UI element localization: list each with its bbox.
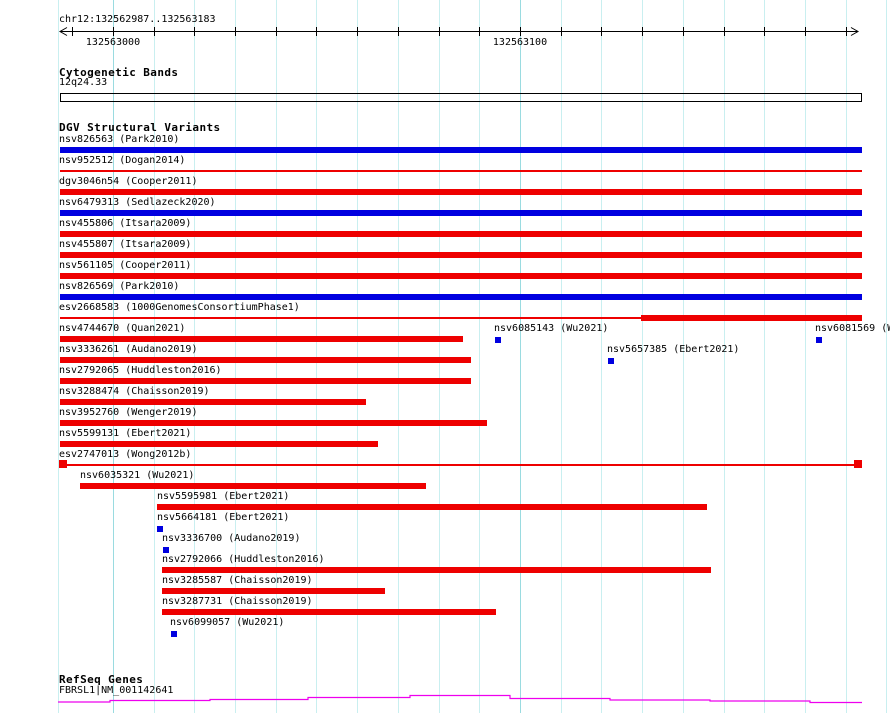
variant-label[interactable]: nsv826563 (Park2010) [59, 134, 180, 145]
variant-label[interactable]: nsv5657385 (Ebert2021) [607, 344, 740, 355]
cytoband-rect[interactable] [60, 93, 862, 102]
variant-bar[interactable] [60, 336, 463, 342]
variant-bar[interactable] [162, 609, 496, 615]
refseq-track-title: RefSeq Genes [59, 673, 144, 686]
variant-bar[interactable] [162, 567, 711, 573]
variant-line[interactable] [60, 464, 858, 466]
variant-point[interactable] [157, 526, 163, 532]
variant-label[interactable]: nsv5599131 (Ebert2021) [59, 428, 192, 439]
variant-bar[interactable] [60, 378, 471, 384]
variant-label[interactable]: nsv561105 (Cooper2011) [59, 260, 192, 271]
variant-label[interactable]: dgv3046n54 (Cooper2011) [59, 176, 198, 187]
variant-point[interactable] [163, 547, 169, 553]
variant-label[interactable]: nsv3336700 (Audano2019) [162, 533, 301, 544]
variant-bar[interactable] [80, 483, 426, 489]
variant-label[interactable]: nsv6479313 (Sedlazeck2020) [59, 197, 216, 208]
variant-line[interactable] [60, 317, 641, 319]
variant-label[interactable]: nsv3287731 (Chaisson2019) [162, 596, 313, 607]
cytogenetic-bands-title: Cytogenetic Bands [59, 66, 179, 79]
variant-bar[interactable] [60, 252, 862, 258]
variant-label[interactable]: nsv6099057 (Wu2021) [170, 617, 285, 628]
refseq-gene-label[interactable]: FBRSL1|NM_001142641 [59, 685, 174, 696]
variant-label[interactable]: nsv6081569 (Wu2021) [815, 323, 890, 334]
ruler-right-arrow-icon [850, 27, 860, 36]
variant-label[interactable]: nsv6035321 (Wu2021) [80, 470, 195, 481]
variant-bar[interactable] [157, 504, 707, 510]
variant-label[interactable]: nsv6085143 (Wu2021) [494, 323, 609, 334]
variant-point[interactable] [608, 358, 614, 364]
variant-bar[interactable] [60, 420, 487, 426]
ruler-tick-label: 132563000 [86, 37, 140, 48]
variant-label[interactable]: esv2747013 (Wong2012b) [59, 449, 192, 460]
variant-label[interactable]: nsv455806 (Itsara2009) [59, 218, 192, 229]
variant-label[interactable]: nsv3336261 (Audano2019) [59, 344, 198, 355]
variant-point[interactable] [816, 337, 822, 343]
variant-bar[interactable] [60, 210, 862, 216]
gene-profile-line[interactable] [58, 694, 862, 704]
dgv-track-title: DGV Structural Variants [59, 121, 221, 134]
variant-endpoint[interactable] [854, 460, 862, 468]
ruler-tick-label: 132563100 [493, 37, 547, 48]
variant-bar[interactable] [60, 147, 862, 153]
variant-point[interactable] [495, 337, 501, 343]
variant-bar[interactable] [162, 588, 385, 594]
variant-bar[interactable] [60, 357, 471, 363]
cytoband-label[interactable]: 12q24.33 [59, 77, 108, 88]
variant-label[interactable]: nsv826569 (Park2010) [59, 281, 180, 292]
variant-label[interactable]: nsv5664181 (Ebert2021) [157, 512, 290, 523]
variant-label[interactable]: nsv5595981 (Ebert2021) [157, 491, 290, 502]
region-coordinates: chr12:132562987..132563183 [59, 14, 216, 25]
variant-bar[interactable] [60, 189, 862, 195]
variant-endpoint[interactable] [59, 460, 67, 468]
variant-line[interactable] [60, 170, 862, 172]
variant-bar[interactable] [60, 399, 366, 405]
variant-bar[interactable] [60, 441, 378, 447]
variant-bar[interactable] [60, 273, 862, 279]
variant-label[interactable]: nsv455807 (Itsara2009) [59, 239, 192, 250]
variant-label[interactable]: esv2668583 (1000GenomesConsortiumPhase1) [59, 302, 300, 313]
ruler-left-arrow-icon [58, 27, 68, 36]
variant-label[interactable]: nsv4744670 (Quan2021) [59, 323, 186, 334]
variant-bar[interactable] [60, 294, 862, 300]
variant-label[interactable]: nsv3952760 (Wenger2019) [59, 407, 198, 418]
variant-label[interactable]: nsv952512 (Dogan2014) [59, 155, 186, 166]
variant-bar[interactable] [60, 231, 862, 237]
variant-label[interactable]: nsv2792066 (Huddleston2016) [162, 554, 325, 565]
variant-bar[interactable] [641, 315, 862, 321]
variant-label[interactable]: nsv2792065 (Huddleston2016) [59, 365, 222, 376]
variant-label[interactable]: nsv3288474 (Chaisson2019) [59, 386, 210, 397]
variant-point[interactable] [171, 631, 177, 637]
variant-label[interactable]: nsv3285587 (Chaisson2019) [162, 575, 313, 586]
